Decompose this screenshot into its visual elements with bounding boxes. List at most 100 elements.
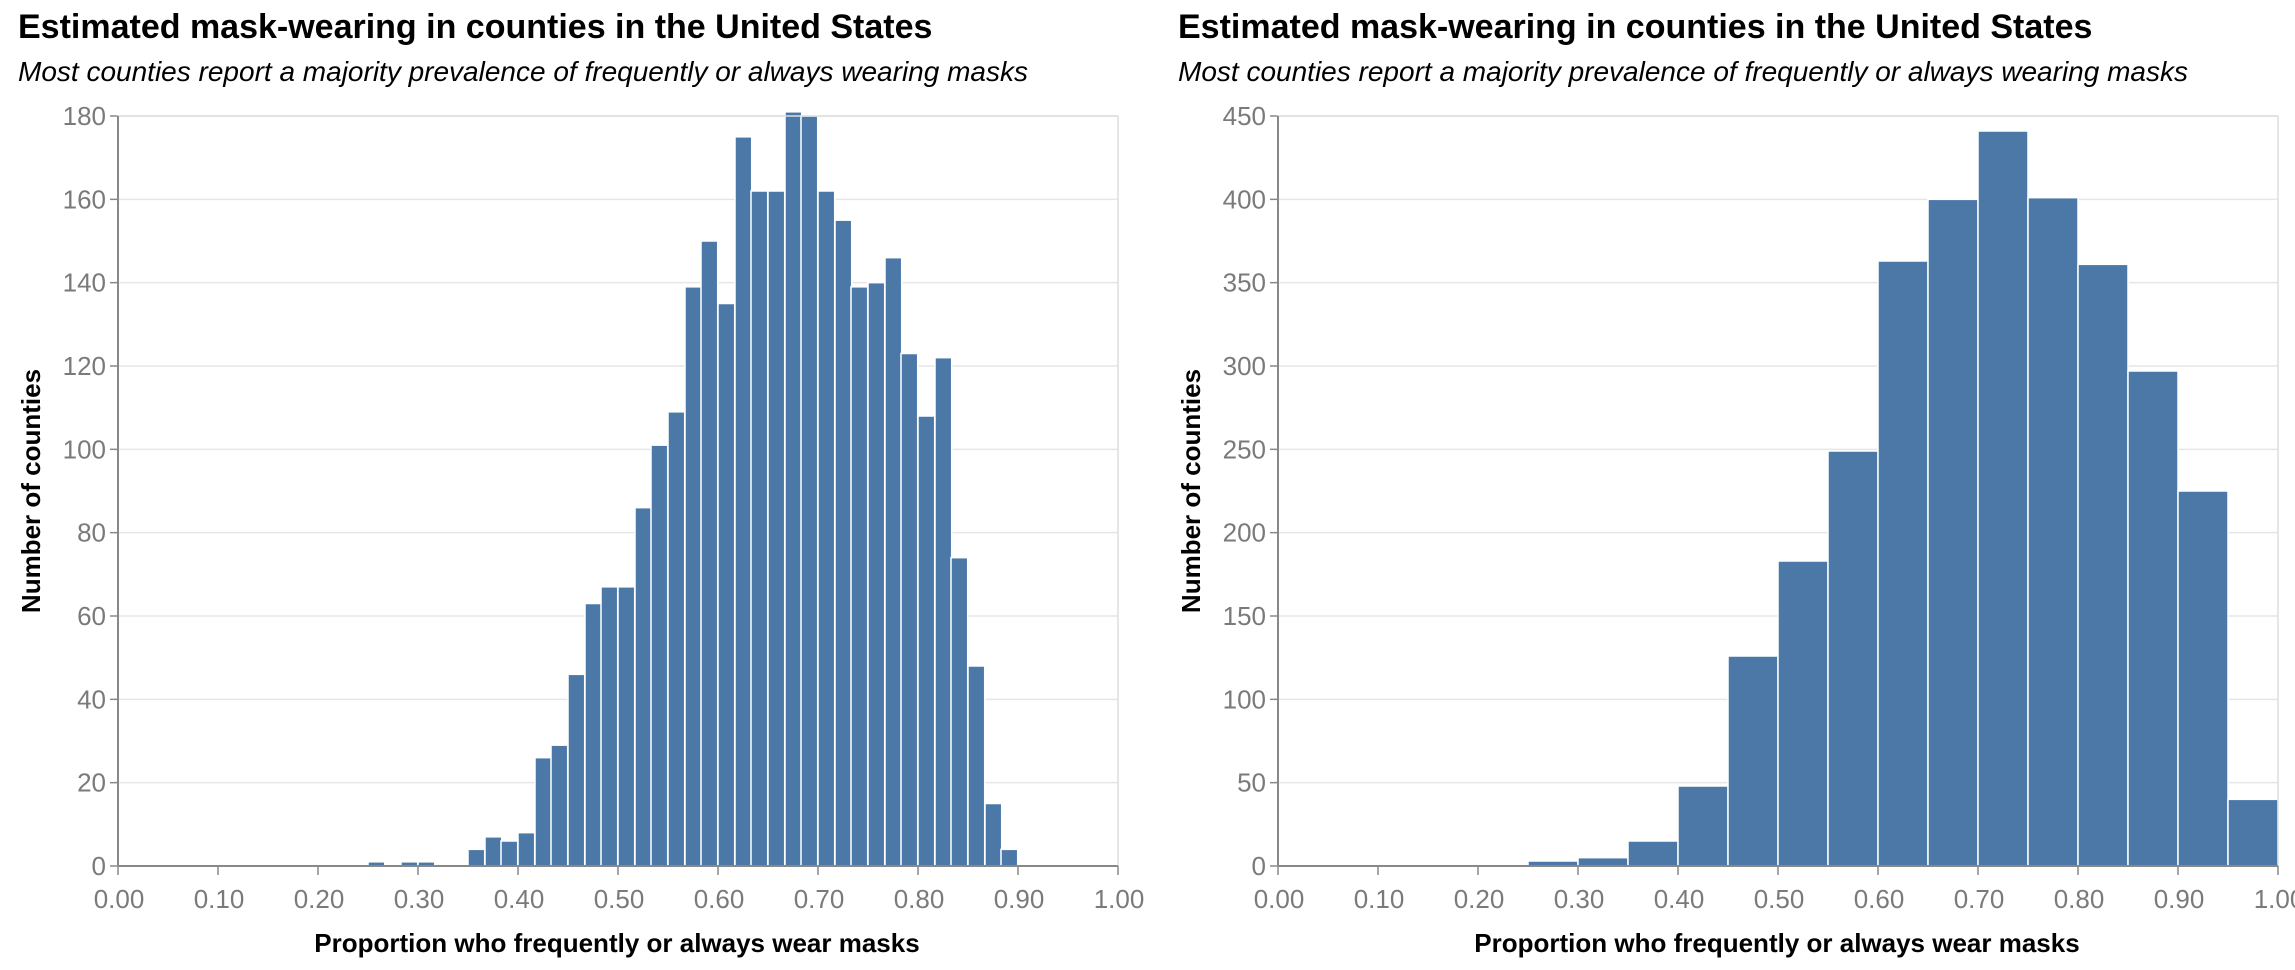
histogram-bar — [734, 136, 753, 867]
histogram-bar — [850, 286, 869, 867]
x-tick-label: 0.00 — [1254, 884, 1305, 914]
histogram-bar — [900, 352, 919, 867]
histogram-bar — [834, 219, 853, 867]
x-tick-label: 0.00 — [94, 884, 145, 914]
x-tick-label: 0.70 — [1954, 884, 2005, 914]
chart-title: Estimated mask-wearing in counties in th… — [18, 8, 933, 46]
histogram-bar — [800, 115, 819, 867]
histogram-bar — [2227, 798, 2279, 867]
chart-title: Estimated mask-wearing in counties in th… — [1178, 8, 2093, 46]
histogram-bar — [1927, 198, 1979, 867]
x-tick-label: 1.00 — [1094, 884, 1145, 914]
y-tick-label: 80 — [77, 518, 106, 548]
y-tick-label: 40 — [77, 684, 106, 714]
histogram-chart: 0 50 100 150 200 250 300 350 400 450 0.00 0.10 0.20 0… — [1176, 101, 2295, 958]
histogram-bar — [1627, 840, 1679, 867]
histogram-bar — [767, 190, 786, 867]
x-tick-label: 0.50 — [1754, 884, 1805, 914]
y-tick-label: 300 — [1223, 351, 1266, 381]
histogram-bar — [1677, 785, 1729, 867]
histogram-bar — [2127, 370, 2179, 867]
histogram-panel-coarse: Estimated mask-wearing in counties in th… — [1160, 0, 2295, 970]
y-tick-label: 450 — [1223, 101, 1266, 131]
x-tick-label: 0.30 — [394, 884, 445, 914]
histogram-bar — [1727, 655, 1779, 867]
histogram-bar — [650, 444, 669, 867]
histogram-bar — [967, 665, 986, 867]
histogram-bar — [667, 411, 686, 867]
histogram-bar — [684, 286, 703, 867]
x-tick-label: 0.40 — [1654, 884, 1705, 914]
y-tick-label: 350 — [1223, 268, 1266, 298]
x-tick-label: 0.60 — [694, 884, 745, 914]
histogram-bar — [584, 602, 603, 867]
histogram-bar — [884, 256, 903, 867]
y-tick-label: 160 — [63, 184, 106, 214]
histogram-bar — [950, 556, 969, 867]
y-tick-label: 400 — [1223, 184, 1266, 214]
histogram-bar — [2027, 196, 2079, 867]
x-tick-label: 0.80 — [2054, 884, 2105, 914]
histogram-bar — [784, 111, 803, 867]
histogram-bar — [2177, 490, 2229, 867]
y-tick-label: 0 — [92, 851, 106, 881]
histogram-bar — [600, 586, 619, 867]
histogram-bar — [917, 415, 936, 867]
histogram-bar — [500, 840, 519, 867]
y-axis-title: Number of counties — [1176, 369, 1206, 613]
x-tick-label: 0.90 — [2154, 884, 2205, 914]
histogram-bar — [1877, 260, 1929, 867]
histogram-bar — [634, 506, 653, 867]
y-tick-label: 50 — [1237, 768, 1266, 798]
x-tick-label: 0.50 — [594, 884, 645, 914]
histogram-bar — [934, 356, 953, 867]
histogram-bar — [467, 848, 486, 867]
y-tick-label: 60 — [77, 601, 106, 631]
x-tick-label: 0.10 — [1354, 884, 1405, 914]
x-tick-label: 0.40 — [494, 884, 545, 914]
x-tick-label: 0.10 — [194, 884, 245, 914]
histogram-bar — [984, 802, 1003, 867]
chart-subtitle: Most counties report a majority prevalen… — [1178, 56, 2188, 87]
x-tick-label: 0.80 — [894, 884, 945, 914]
histogram-bar — [717, 302, 736, 867]
histogram-bar — [867, 281, 886, 867]
y-tick-label: 150 — [1223, 601, 1266, 631]
histogram-bar — [617, 586, 636, 867]
histogram-bar — [1000, 848, 1019, 867]
y-tick-label: 200 — [1223, 518, 1266, 548]
x-tick-label: 1.00 — [2254, 884, 2295, 914]
histogram-bar — [534, 756, 553, 867]
y-tick-label: 120 — [63, 351, 106, 381]
y-tick-label: 180 — [63, 101, 106, 131]
histogram-bar — [567, 673, 586, 867]
histogram-bar — [700, 240, 719, 867]
x-tick-label: 0.30 — [1554, 884, 1605, 914]
histogram-bar — [484, 836, 503, 867]
bars — [367, 111, 1019, 867]
x-tick-label: 0.70 — [794, 884, 845, 914]
histogram-bar — [550, 744, 569, 867]
histogram-panel-fine: Estimated mask-wearing in counties in th… — [0, 0, 1147, 970]
y-tick-label: 100 — [63, 434, 106, 464]
x-tick-label: 0.20 — [294, 884, 345, 914]
histogram-bar — [1977, 130, 2029, 867]
histogram-bar — [1777, 560, 1829, 867]
x-axis-title: Proportion who frequently or always wear… — [1474, 928, 2079, 958]
histogram-bar — [517, 831, 536, 867]
x-axis-title: Proportion who frequently or always wear… — [314, 928, 919, 958]
histogram-bar — [2077, 263, 2129, 867]
y-tick-label: 250 — [1223, 434, 1266, 464]
x-tick-label: 0.90 — [994, 884, 1045, 914]
y-tick-label: 20 — [77, 768, 106, 798]
histogram-bar — [1577, 856, 1629, 867]
histogram-chart: 0 20 40 60 80 100 120 140 160 180 0.00 0.10 0.20 0.30… — [16, 101, 1145, 958]
histogram-bar — [750, 190, 769, 867]
x-tick-label: 0.60 — [1854, 884, 1905, 914]
y-tick-label: 0 — [1252, 851, 1266, 881]
y-tick-label: 140 — [63, 268, 106, 298]
histogram-bar — [1827, 450, 1879, 867]
bars — [1527, 130, 2279, 867]
chart-subtitle: Most counties report a majority prevalen… — [18, 56, 1028, 87]
y-tick-label: 100 — [1223, 684, 1266, 714]
